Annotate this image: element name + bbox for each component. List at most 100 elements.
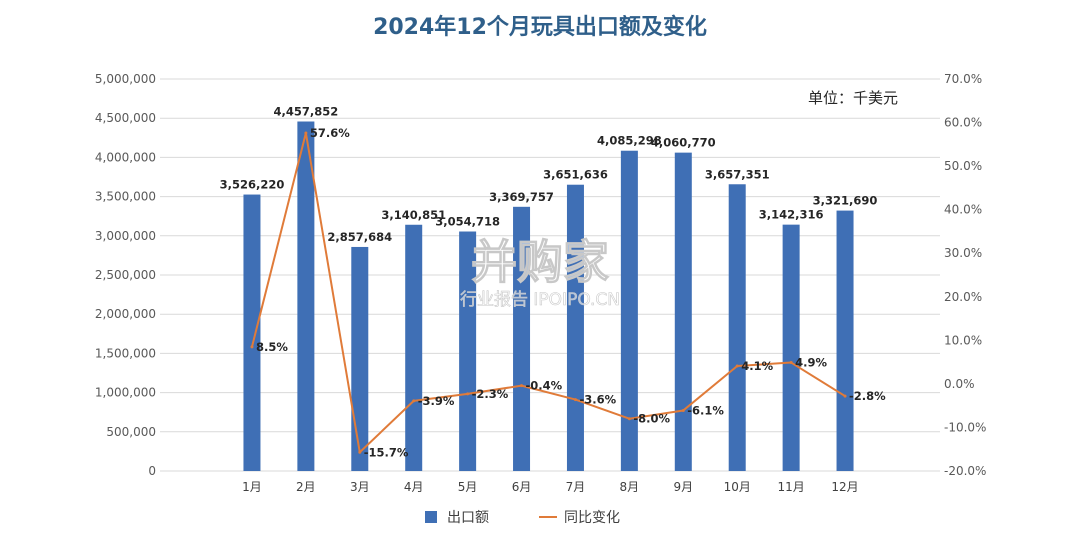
gridlines — [160, 78, 940, 472]
left-tick-label: 3,000,000 — [95, 229, 156, 243]
line-point — [789, 361, 793, 365]
left-tick-label: 2,500,000 — [95, 268, 156, 282]
left-tick-label: 4,500,000 — [95, 111, 156, 125]
line-value-label: -8.0% — [633, 412, 670, 426]
x-tick-label: 8月 — [620, 480, 640, 494]
watermark-main-text: 并购家 — [471, 235, 609, 289]
right-tick-label: 70.0% — [944, 72, 982, 86]
line-value-label: -6.1% — [687, 403, 724, 417]
bar — [405, 224, 423, 471]
bar-value-label: 3,321,690 — [813, 194, 878, 208]
bar-value-label: 3,651,636 — [543, 168, 608, 182]
watermark-sub-text: 行业报告 IPOIPO.CN — [460, 290, 620, 310]
legend-label-yoy: 同比变化 — [564, 510, 620, 526]
x-tick-label: 12月 — [831, 480, 858, 494]
line-value-label: -0.4% — [526, 379, 563, 393]
line-point — [466, 392, 470, 396]
bar — [297, 121, 315, 472]
line-point — [250, 345, 254, 349]
right-tick-label: 30.0% — [944, 246, 982, 260]
bar — [351, 246, 369, 471]
left-tick-label: 1,000,000 — [95, 386, 156, 400]
right-tick-label: 60.0% — [944, 116, 982, 130]
line-value-label: 4.9% — [795, 356, 827, 370]
left-tick-label: 0 — [148, 464, 156, 478]
bar-value-label: 4,457,852 — [274, 105, 339, 119]
right-tick-label: 50.0% — [944, 159, 982, 173]
bar — [513, 206, 531, 472]
left-tick-label: 3,500,000 — [95, 190, 156, 204]
bar — [836, 210, 854, 471]
line-value-label: -2.8% — [849, 389, 886, 403]
right-tick-label: 0.0% — [944, 377, 975, 391]
right-tick-label: 10.0% — [944, 333, 982, 347]
x-tick-label: 5月 — [458, 480, 478, 494]
line-point — [412, 399, 416, 403]
line-value-label: 57.6% — [310, 126, 350, 140]
bar — [674, 152, 692, 472]
bar-value-label: 3,140,851 — [381, 208, 446, 222]
line-value-label: -3.6% — [579, 393, 616, 407]
line-point — [681, 408, 685, 412]
bar-value-label: 3,054,718 — [435, 215, 500, 229]
bar — [459, 231, 477, 471]
line-value-label: -15.7% — [364, 445, 409, 459]
bar-value-label: 3,369,757 — [489, 190, 554, 204]
x-tick-label: 7月 — [566, 480, 586, 494]
legend: 出口额 同比变化 — [425, 510, 620, 526]
x-tick-label: 3月 — [350, 480, 370, 494]
left-tick-label: 2,000,000 — [95, 307, 156, 321]
line-point — [735, 364, 739, 368]
bar-value-label: 3,526,220 — [220, 178, 285, 192]
x-tick-label: 4月 — [404, 480, 424, 494]
bar — [243, 194, 261, 471]
legend-label-export: 出口额 — [447, 510, 489, 526]
left-tick-label: 4,000,000 — [95, 150, 156, 164]
line-point — [358, 450, 362, 454]
line-value-label: 8.5% — [256, 340, 288, 354]
bar-value-label: 2,857,684 — [327, 230, 392, 244]
legend-swatch-bar — [425, 511, 437, 523]
right-tick-label: 40.0% — [944, 203, 982, 217]
x-tick-label: 11月 — [777, 480, 804, 494]
x-tick-label: 10月 — [724, 480, 751, 494]
line-point — [627, 417, 631, 421]
right-tick-label: -20.0% — [944, 464, 986, 478]
x-axis-ticks: 1月 2月 3月 4月 5月 6月 7月 8月 9月 10月 11月 12月 — [242, 480, 859, 494]
x-tick-label: 9月 — [673, 480, 693, 494]
bar — [566, 184, 584, 471]
line-point — [304, 131, 308, 135]
x-tick-label: 6月 — [512, 480, 532, 494]
line-value-label: 4.1% — [741, 359, 773, 373]
chart-title: 2024年12个月玩具出口额及变化 — [373, 14, 707, 40]
bar — [728, 184, 746, 472]
bar — [782, 224, 800, 471]
bar-series-export — [243, 121, 854, 472]
yoy-line — [250, 132, 846, 454]
x-tick-label: 1月 — [242, 480, 262, 494]
right-tick-label: -10.0% — [944, 420, 986, 434]
left-tick-label: 1,500,000 — [95, 346, 156, 360]
line-point — [573, 398, 577, 402]
bar-value-label: 3,657,351 — [705, 167, 770, 181]
bar-value-label: 3,142,316 — [759, 208, 824, 222]
line-value-label: -3.9% — [418, 394, 455, 408]
line-data-labels: 8.5% 57.6% -15.7% -3.9% -2.3% -0.4% -3.6% -8.0%… — [256, 126, 886, 459]
bar — [620, 150, 638, 471]
unit-label: 单位：千美元 — [808, 89, 898, 107]
line-point — [520, 384, 524, 388]
line-value-label: -2.3% — [472, 387, 509, 401]
left-axis-ticks: 0 500,000 1,000,000 1,500,000 2,000,000 2,500… — [95, 72, 156, 478]
watermark: 并购家 行业报告 IPOIPO.CN — [460, 235, 621, 311]
bar-value-label: 4,060,770 — [651, 136, 716, 150]
left-tick-label: 5,000,000 — [95, 72, 156, 86]
right-tick-label: 20.0% — [944, 290, 982, 304]
line-series-yoy — [250, 131, 847, 454]
left-tick-label: 500,000 — [106, 425, 156, 439]
bar-data-labels: 3,526,220 4,457,852 2,857,684 3,140,8513,05… — [220, 105, 878, 244]
line-point — [843, 394, 847, 398]
x-tick-label: 2月 — [296, 480, 316, 494]
bar-value-label: 4,085,298 — [597, 134, 662, 148]
